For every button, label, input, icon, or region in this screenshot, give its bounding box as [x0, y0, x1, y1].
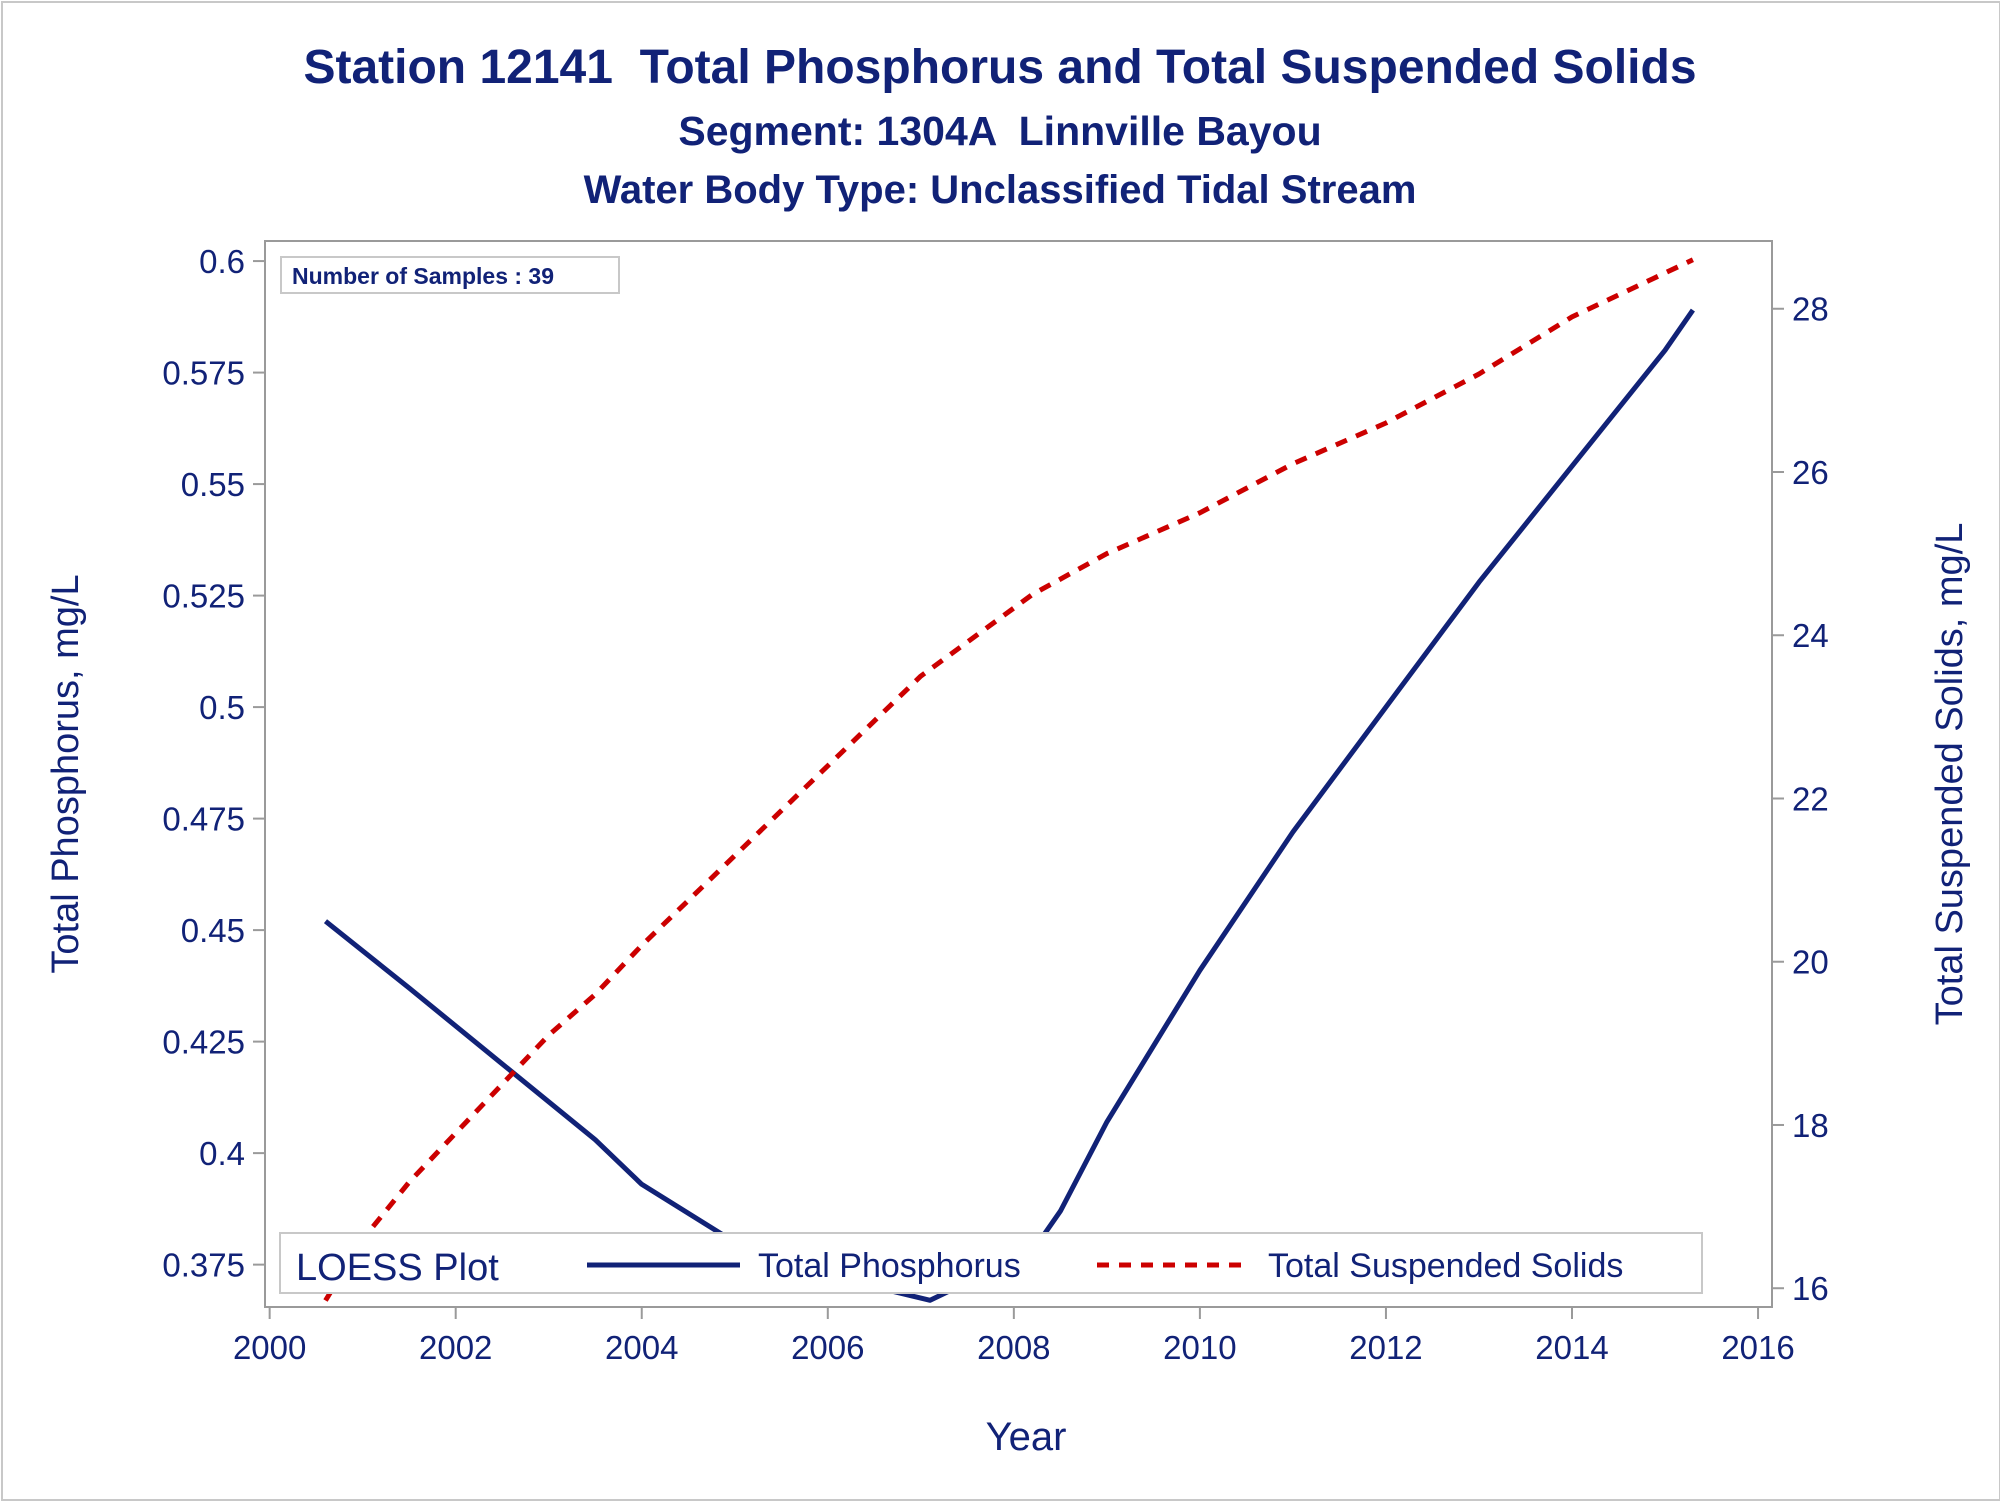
x-tick-label: 2004: [605, 1329, 678, 1366]
legend-box: [279, 1232, 1703, 1294]
ticks-layer: 2000 2002 2004 2006 2008 2010 2012 2014 20160.37…: [162, 243, 1828, 1366]
x-tick-label: 2012: [1349, 1329, 1422, 1366]
y-tick-label: 0.6: [199, 243, 245, 280]
series-line-total-suspended-solids: [323, 257, 1694, 1302]
x-tick-label: 2010: [1163, 1329, 1236, 1366]
chart-title: Station 12141 Total Phosphorus and Total…: [303, 41, 1697, 94]
x-tick-label: 2008: [977, 1329, 1050, 1366]
legend-label-phosphorus: Total Phosphorus: [758, 1247, 1021, 1285]
legend-label-tss: Total Suspended Solids: [1268, 1247, 1623, 1285]
y-tick-label: 0.4: [199, 1135, 245, 1172]
y-tick-label: 0.575: [162, 355, 245, 392]
samples-inset: Number of Samples : 39: [280, 256, 620, 294]
series-layer: [323, 257, 1695, 1303]
x-tick-label: 2016: [1721, 1329, 1794, 1366]
y-tick-label: 0.55: [181, 466, 245, 503]
y-tick-label: 0.45: [181, 912, 245, 949]
y-tick-label: 0.475: [162, 801, 245, 838]
legend: LOESS Plot Total Phosphorus Total Suspen…: [279, 1232, 1703, 1294]
chart-subtitle-segment: Segment: 1304A Linnville Bayou: [678, 108, 1322, 154]
y2-tick-label: 28: [1792, 291, 1829, 328]
x-tick-label: 2014: [1535, 1329, 1608, 1366]
chart-subtitle-water-body: Water Body Type: Unclassified Tidal Stre…: [583, 168, 1417, 212]
x-tick-label: 2002: [419, 1329, 492, 1366]
y2-tick-label: 24: [1792, 617, 1829, 654]
x-axis-label: Year: [986, 1415, 1067, 1459]
y-axis-label-left: Total Phosphorus, mg/L: [45, 574, 87, 973]
x-tick-label: 2000: [233, 1329, 306, 1366]
samples-inset-box: [280, 256, 620, 294]
y2-tick-label: 22: [1792, 780, 1829, 817]
y-tick-label: 0.375: [162, 1247, 245, 1284]
y-axis-label-right: Total Suspended Solids, mg/L: [1929, 523, 1971, 1026]
y2-tick-label: 16: [1792, 1270, 1829, 1307]
legend-title: LOESS Plot: [296, 1247, 499, 1289]
y-tick-label: 0.425: [162, 1024, 245, 1061]
x-tick-label: 2006: [791, 1329, 864, 1366]
plot-area: [264, 240, 1773, 1308]
y2-tick-label: 20: [1792, 944, 1829, 981]
y2-tick-label: 18: [1792, 1107, 1829, 1144]
samples-inset-label: Number of Samples : 39: [292, 263, 554, 289]
y-tick-label: 0.525: [162, 578, 245, 615]
y-tick-label: 0.5: [199, 689, 245, 726]
series-line-total-phosphorus: [323, 308, 1695, 1303]
y2-tick-label: 26: [1792, 454, 1829, 491]
